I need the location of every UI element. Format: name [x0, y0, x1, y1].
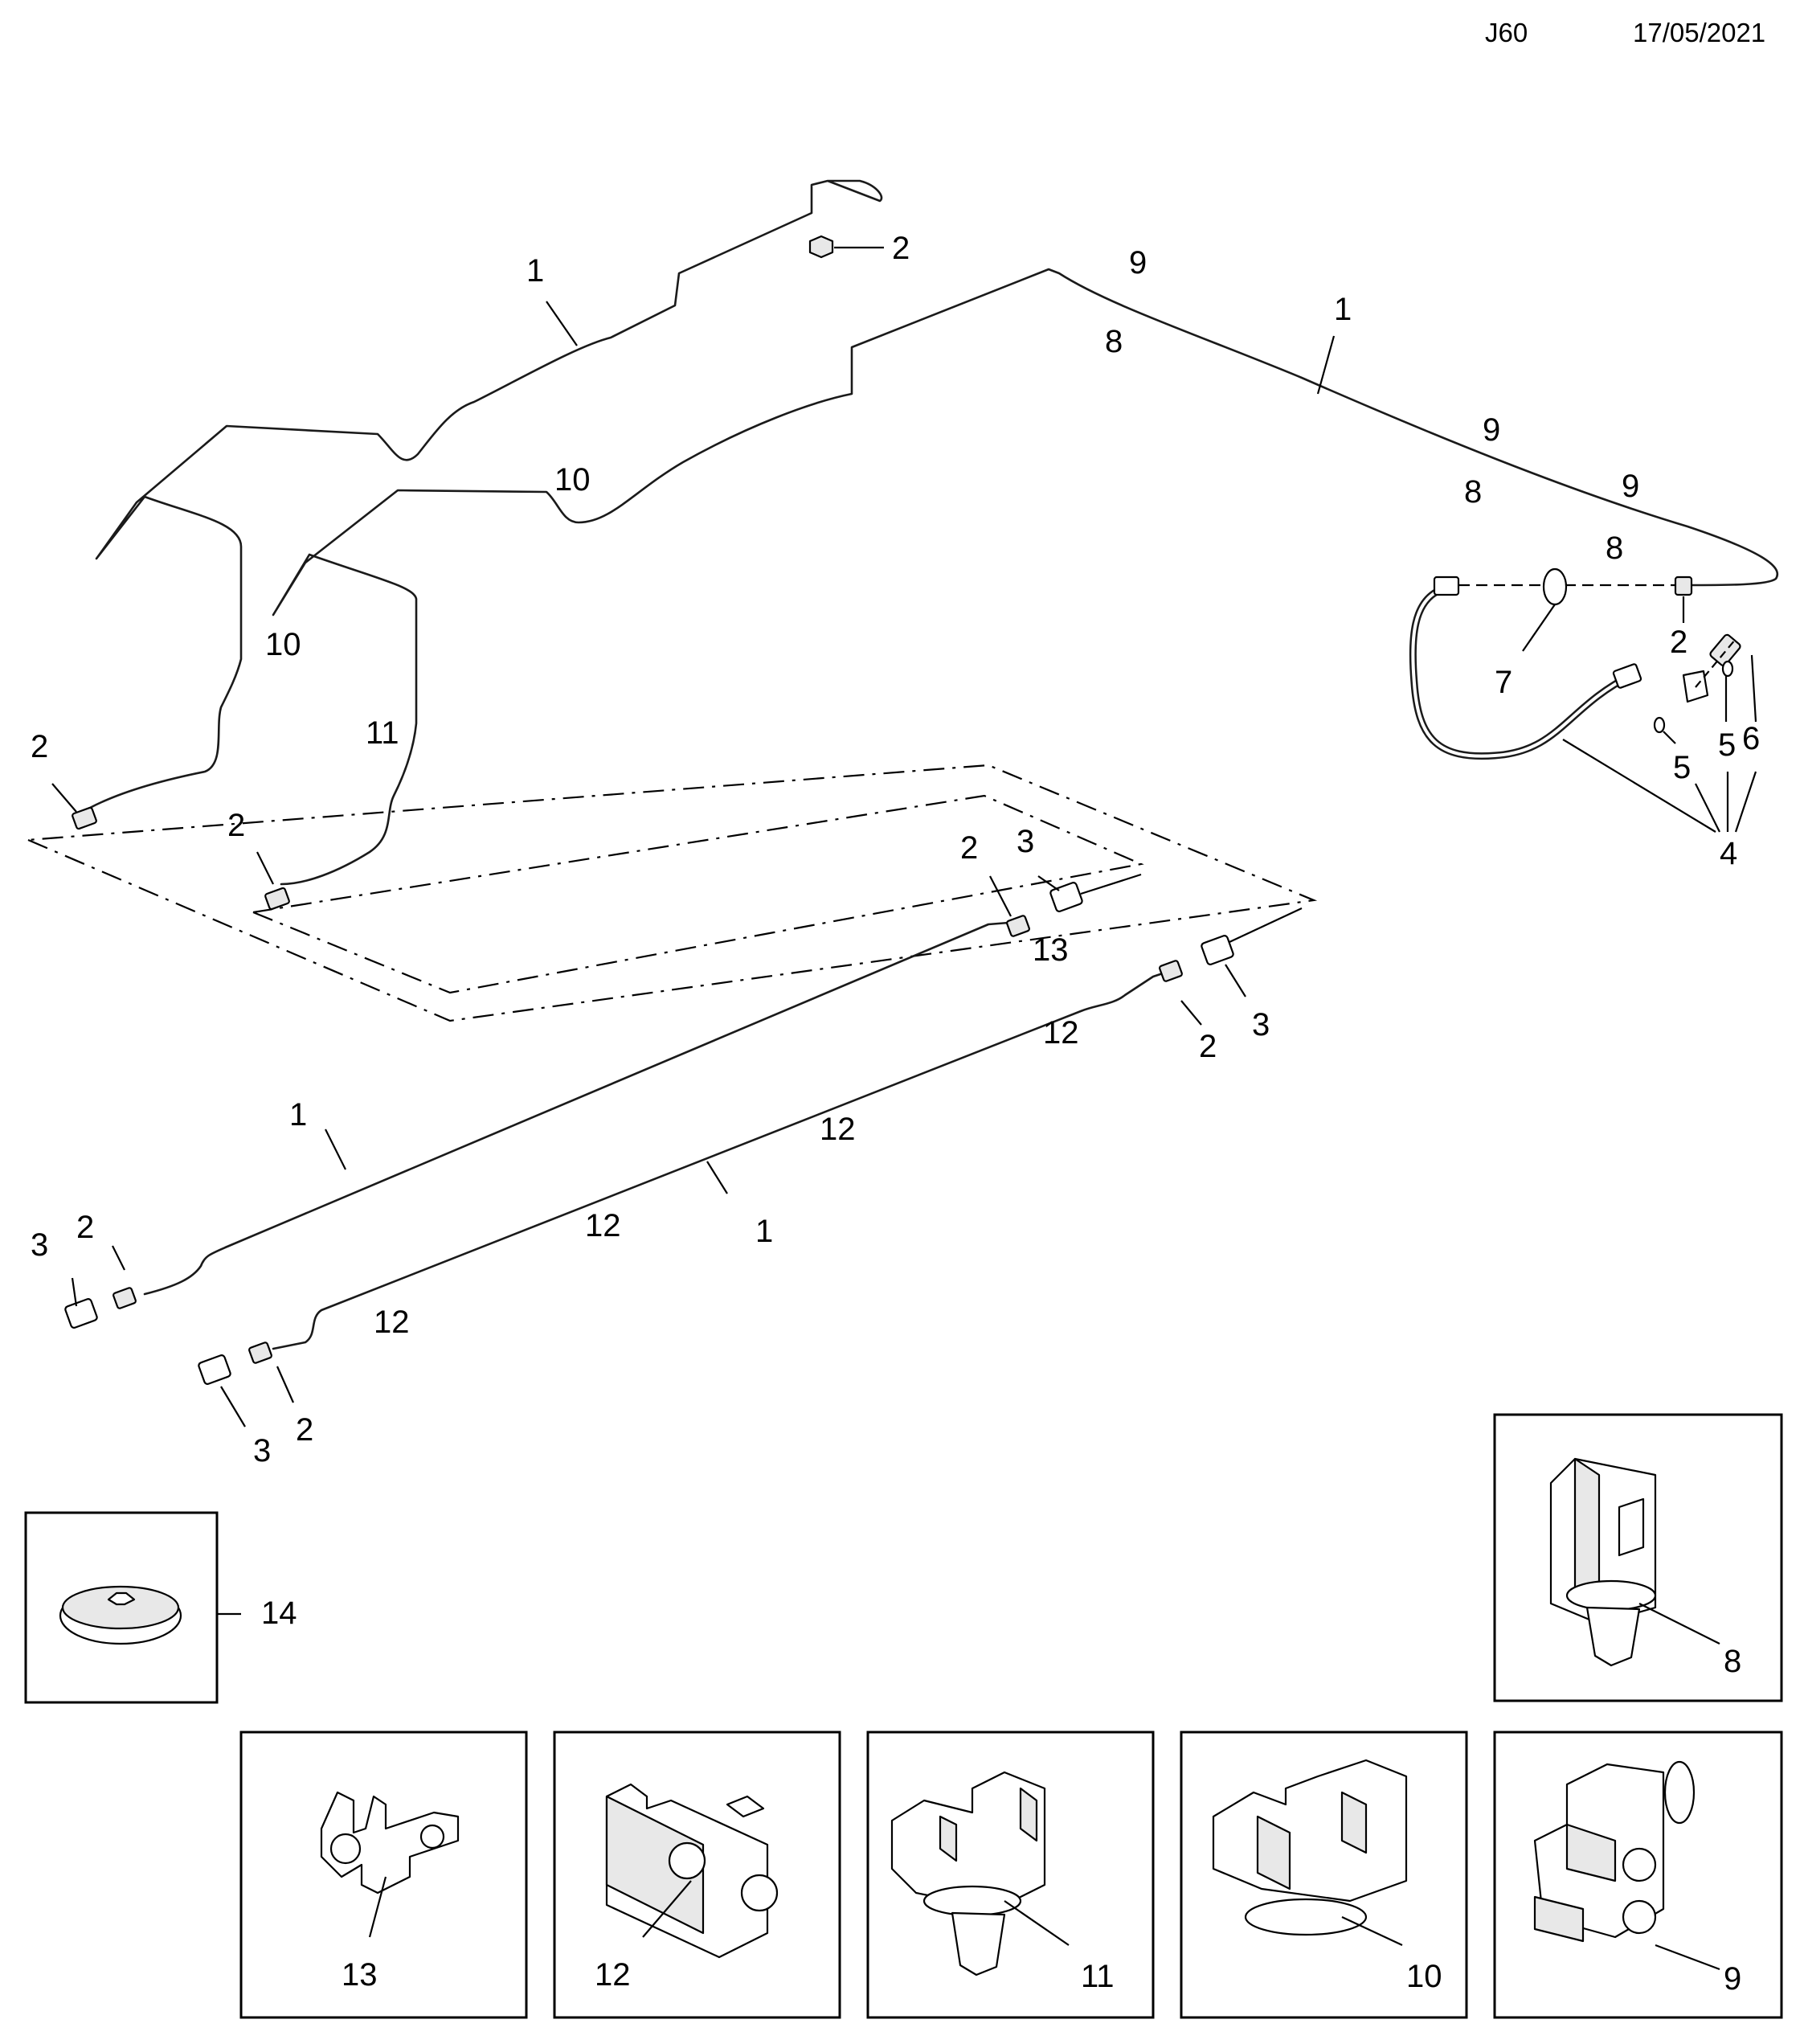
brake-pipe-12	[272, 971, 1167, 1350]
detail-box-13: 13	[239, 1731, 528, 2019]
callout-10: 10	[554, 462, 591, 498]
callout-3: 3	[253, 1433, 271, 1468]
flex-hose-assembly	[1409, 567, 1741, 760]
callout-8: 8	[1464, 474, 1482, 510]
cap-3-lower-c	[1049, 882, 1083, 912]
callout-2: 2	[960, 830, 978, 866]
callout-3: 3	[1017, 824, 1034, 859]
washer-5a	[1721, 660, 1734, 678]
callout-1: 1	[1334, 292, 1352, 327]
callout-3: 3	[31, 1227, 48, 1263]
detail-box-10: 10	[1180, 1731, 1468, 2019]
callout-2: 2	[31, 729, 48, 764]
nut-2-lower-c	[1006, 915, 1030, 937]
box-label-10: 10	[1406, 1959, 1442, 1994]
brake-hose-4	[1409, 587, 1635, 760]
cap-3-lower-b	[198, 1354, 231, 1385]
cap-3-lower-d	[1201, 935, 1234, 965]
callout-4: 4	[1720, 836, 1737, 871]
detail-box-9: 9	[1493, 1731, 1783, 2019]
upper-brake-pipes	[72, 179, 1779, 911]
callout-6: 6	[1742, 721, 1760, 756]
callout-9: 9	[1129, 245, 1147, 281]
callout-1: 1	[289, 1097, 307, 1133]
nut-2-hose	[1674, 576, 1693, 596]
callout-12: 12	[585, 1208, 621, 1243]
lower-brake-pipes	[64, 873, 1303, 1385]
nut-2-lower-d	[1159, 960, 1183, 982]
callout-2: 2	[892, 231, 910, 266]
callout-12: 12	[374, 1305, 410, 1340]
callout-3: 3	[1252, 1007, 1270, 1042]
callout-10: 10	[265, 627, 301, 662]
detail-box-12: 12	[553, 1731, 841, 2019]
brake-pipe-1-upper	[88, 179, 883, 809]
callout-5: 5	[1718, 727, 1736, 763]
box-label-9: 9	[1724, 1961, 1741, 1997]
nut-2-lower-a	[112, 1287, 137, 1309]
nut-2-upper-a	[72, 806, 97, 830]
callout-labels: 1 2 9 8 1 9 8 9 8 10 10 11 2 2 2 7 5 5 6…	[31, 231, 1760, 1631]
box-label-11: 11	[1081, 1959, 1115, 1994]
nut-2-top	[808, 235, 834, 259]
callout-12: 12	[1043, 1015, 1079, 1051]
banjo-bolt-6	[1695, 633, 1741, 688]
nut-2-upper-b	[264, 887, 290, 911]
nut-2-lower-b	[248, 1342, 272, 1364]
brake-pipe-10-11	[272, 268, 1779, 886]
callout-13: 13	[1033, 932, 1069, 968]
callout-11: 11	[366, 715, 399, 751]
cap-3-lower-a	[64, 1298, 98, 1329]
diagram-code: J60	[1485, 18, 1528, 47]
callout-2: 2	[1199, 1029, 1217, 1064]
callout-12: 12	[820, 1112, 856, 1147]
callout-8: 8	[1105, 324, 1123, 359]
box-label-13: 13	[342, 1957, 378, 1993]
detail-box-11: 11	[866, 1731, 1155, 2019]
callout-9: 9	[1483, 412, 1500, 448]
callout-14: 14	[261, 1595, 297, 1631]
reference-planes	[27, 764, 1318, 1022]
hose-end-fitting	[1433, 576, 1460, 596]
callout-2: 2	[227, 808, 245, 843]
box-label-12: 12	[595, 1957, 631, 1993]
hose-crimp	[1612, 663, 1642, 689]
clip-7	[1542, 567, 1568, 606]
callout-2: 2	[296, 1412, 313, 1448]
washer-5b	[1653, 716, 1666, 734]
detail-box-14	[24, 1511, 219, 1704]
callout-2: 2	[1670, 625, 1687, 660]
diagram-date: 17/05/2021	[1633, 18, 1766, 47]
box-label-8: 8	[1724, 1644, 1741, 1679]
detail-box-8: 8	[1493, 1413, 1783, 1702]
callout-1: 1	[526, 253, 544, 289]
callout-8: 8	[1606, 530, 1623, 566]
callout-2: 2	[76, 1210, 94, 1245]
brake-pipe-1-lower	[143, 921, 1010, 1296]
leader-lines	[51, 246, 1757, 1616]
callout-7: 7	[1495, 665, 1512, 700]
callout-9: 9	[1622, 469, 1639, 504]
callout-5: 5	[1673, 750, 1691, 785]
callout-1: 1	[755, 1214, 773, 1249]
